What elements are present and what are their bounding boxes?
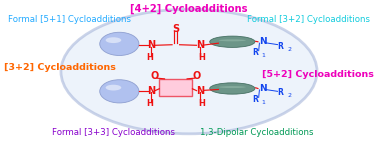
Text: N: N [259,37,266,46]
Text: N: N [259,84,266,93]
Text: R: R [277,88,284,97]
Ellipse shape [100,32,139,55]
Text: H: H [199,53,206,62]
Text: R: R [252,48,258,57]
Ellipse shape [210,36,255,47]
Text: 1: 1 [262,53,266,58]
Text: N: N [196,40,204,50]
Ellipse shape [219,39,246,41]
Text: Formal [5+1] Cycloadditions: Formal [5+1] Cycloadditions [8,15,131,24]
Text: [5+2] Cycloadditions: [5+2] Cycloadditions [262,70,373,79]
Ellipse shape [105,37,121,43]
Text: H: H [146,53,153,62]
Text: Formal [3+2] Cycloadditions: Formal [3+2] Cycloadditions [247,15,370,24]
Ellipse shape [219,86,246,88]
Ellipse shape [61,9,317,134]
Text: O: O [151,72,159,82]
Text: S: S [172,24,180,34]
Ellipse shape [100,80,139,103]
Text: 1,3-Dipolar Cycloadditions: 1,3-Dipolar Cycloadditions [200,128,313,137]
Text: Formal [3+3] Cycloadditions: Formal [3+3] Cycloadditions [52,128,175,137]
Text: N: N [196,86,204,96]
Text: [3+2] Cycloadditions: [3+2] Cycloadditions [5,63,116,72]
Text: O: O [192,72,201,82]
Text: 2: 2 [287,47,291,52]
Text: R: R [252,95,258,104]
Ellipse shape [210,83,255,94]
Text: [4+2] Cycloadditions: [4+2] Cycloadditions [130,4,248,14]
Ellipse shape [105,85,121,91]
Text: H: H [146,99,153,108]
Text: H: H [199,99,206,108]
Text: R: R [277,41,284,50]
Text: 2: 2 [287,93,291,98]
Text: N: N [147,86,155,96]
Text: N: N [147,40,155,50]
FancyBboxPatch shape [159,79,192,96]
Text: 1: 1 [262,100,266,105]
